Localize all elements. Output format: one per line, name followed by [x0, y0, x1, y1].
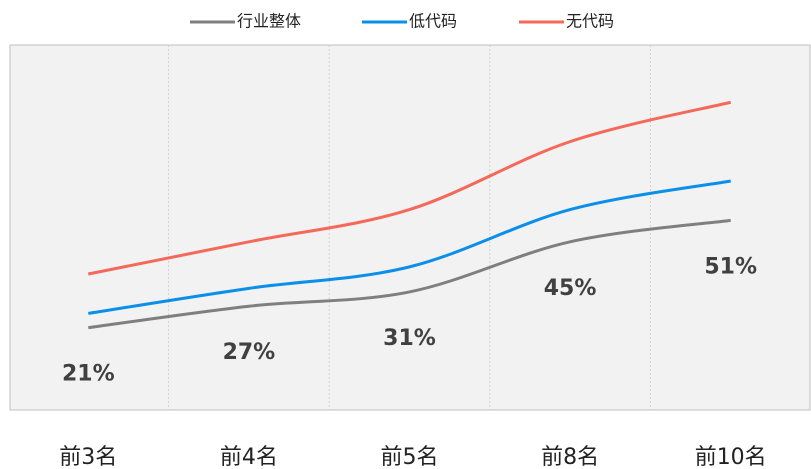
x-tick-label: 前3名 [59, 445, 117, 469]
data-label: 51% [704, 254, 757, 279]
data-label: 31% [383, 326, 436, 351]
x-tick-label: 前8名 [541, 445, 599, 469]
data-label: 27% [223, 340, 276, 365]
x-tick-label: 前5名 [381, 445, 439, 469]
plot-area [9, 44, 811, 411]
data-label: 45% [544, 276, 597, 301]
data-label: 21% [62, 362, 115, 387]
series-line [88, 179, 731, 315]
legend-label: 无代码 [566, 12, 614, 31]
legend-label: 低代码 [409, 12, 457, 31]
series-line [88, 100, 732, 276]
x-tick-label: 前10名 [695, 445, 767, 469]
series-line [88, 218, 731, 330]
x-tick-label: 前4名 [220, 445, 278, 469]
legend-label: 行业整体 [237, 12, 301, 31]
